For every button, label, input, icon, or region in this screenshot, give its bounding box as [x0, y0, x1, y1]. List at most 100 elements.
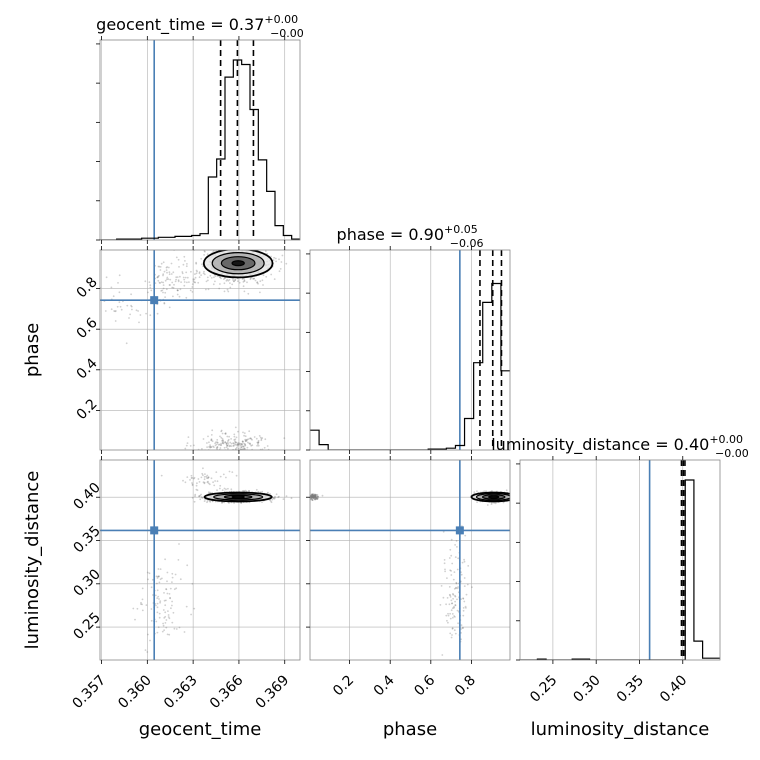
sample-point: [243, 489, 245, 492]
sample-point: [260, 438, 263, 440]
sample-point: [261, 501, 263, 503]
sample-point: [453, 605, 455, 608]
sample-point: [191, 477, 194, 479]
sample-point: [248, 490, 250, 492]
sample-point: [201, 448, 203, 450]
sample-point: [185, 265, 188, 268]
sample-point: [310, 495, 313, 498]
sample-point: [151, 578, 154, 581]
sample-point: [150, 586, 153, 589]
sample-point: [462, 626, 464, 629]
sample-point: [228, 278, 231, 281]
sample-point: [224, 450, 226, 452]
sample-point: [222, 473, 225, 476]
sample-point: [223, 487, 226, 490]
sample-point: [230, 246, 232, 248]
sample-point: [164, 279, 167, 282]
sample-point: [220, 444, 222, 447]
sample-point: [157, 575, 160, 578]
sample-point: [214, 452, 216, 454]
sample-point: [167, 278, 170, 280]
sample-point: [513, 497, 515, 499]
sample-point: [483, 490, 486, 493]
sample-point: [210, 439, 213, 442]
sample-point: [511, 498, 513, 500]
sample-point: [183, 278, 186, 281]
y-tick-label-luminosity_distance: 0.40: [70, 480, 103, 513]
sample-point: [162, 287, 165, 290]
sample-point: [179, 275, 181, 278]
sample-point: [193, 444, 195, 447]
sample-point: [208, 491, 210, 493]
sample-point: [449, 617, 452, 620]
sample-point: [197, 281, 200, 284]
sample-point: [275, 260, 277, 263]
sample-point: [164, 296, 167, 298]
sample-point: [167, 266, 170, 269]
sample-point: [242, 285, 245, 288]
sample-point: [202, 474, 204, 477]
sample-point: [248, 430, 251, 433]
sample-point: [220, 444, 223, 446]
sample-point: [447, 621, 449, 624]
sample-point: [71, 316, 73, 318]
sample-point: [511, 499, 513, 501]
sample-point: [315, 497, 318, 500]
sample-point: [265, 275, 268, 278]
sample-point: [165, 619, 168, 621]
sample-point: [236, 445, 239, 447]
sample-point: [183, 281, 186, 283]
sample-point: [272, 259, 275, 261]
sample-point: [313, 494, 315, 497]
sample-point: [163, 592, 165, 594]
sample-point: [273, 278, 276, 280]
sample-point: [311, 499, 314, 501]
sample-point: [125, 342, 128, 345]
title-minus: −0.00: [715, 447, 749, 460]
sample-point: [172, 611, 175, 614]
sample-point: [313, 494, 315, 497]
sample-point: [246, 281, 248, 284]
sample-point: [311, 494, 313, 496]
sample-point: [231, 247, 233, 249]
sample-point: [219, 243, 221, 245]
sample-point: [249, 278, 252, 281]
sample-point: [209, 445, 212, 448]
sample-point: [262, 452, 264, 454]
sample-point: [274, 496, 276, 499]
sample-point: [310, 496, 312, 499]
sample-point: [198, 495, 201, 498]
sample-point: [120, 308, 123, 311]
sample-point: [242, 281, 245, 283]
sample-point: [240, 446, 243, 449]
sample-point: [314, 498, 316, 501]
sample-point: [190, 477, 193, 479]
sample-point: [196, 482, 198, 485]
sample-point: [169, 587, 172, 590]
sample-point: [310, 496, 312, 498]
sample-point: [311, 499, 314, 501]
sample-point: [130, 304, 133, 307]
sample-point: [511, 497, 513, 499]
sample-point: [164, 558, 167, 561]
sample-point: [314, 494, 317, 497]
sample-point: [249, 437, 252, 440]
sample-point: [227, 443, 230, 445]
sample-point: [206, 442, 208, 444]
sample-point: [150, 619, 153, 622]
sample-point: [457, 586, 459, 588]
sample-point: [219, 475, 222, 478]
sample-point: [220, 429, 223, 432]
sample-point: [110, 286, 113, 289]
sample-point: [310, 495, 313, 498]
sample-point: [163, 617, 166, 619]
x-tick-label-geocent_time: 0.366: [207, 672, 247, 712]
sample-point: [212, 451, 214, 453]
sample-point: [248, 455, 250, 457]
sample-point: [186, 281, 188, 284]
sample-point: [180, 281, 183, 283]
sample-point: [241, 440, 244, 443]
sample-point: [230, 451, 232, 453]
sample-point: [172, 271, 175, 274]
sample-point: [312, 495, 314, 498]
